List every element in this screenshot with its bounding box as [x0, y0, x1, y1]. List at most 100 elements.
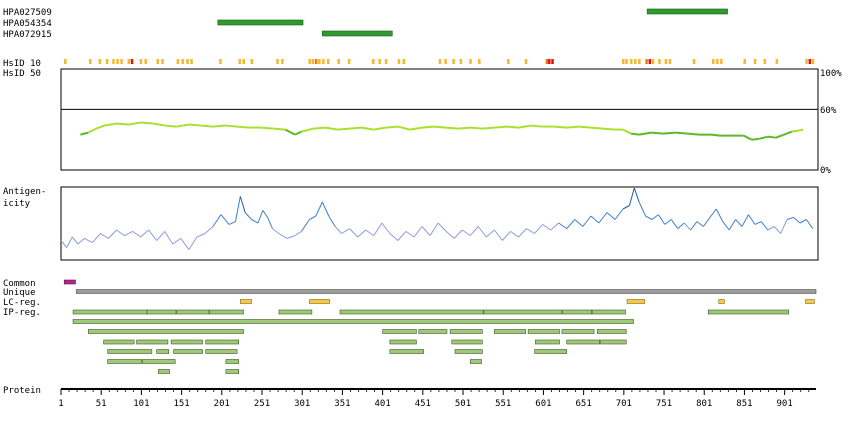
ip-region [527, 329, 560, 334]
ip-region [534, 349, 568, 354]
hsid50-segment [711, 133, 720, 137]
common-region [63, 279, 76, 285]
hsid50-segment [518, 124, 531, 129]
antigenicity-segment [598, 212, 608, 224]
lc-region [309, 299, 330, 304]
antigenicity-segment [188, 236, 198, 250]
hsid10-mark [98, 59, 102, 64]
ip-region [107, 349, 153, 354]
hsid50-segment [775, 133, 785, 139]
x-tick-label: 551 [495, 399, 511, 409]
lc-region [718, 299, 725, 304]
hsid10-mark [668, 59, 672, 64]
ip-region [389, 339, 417, 345]
hsid10-mark [630, 59, 633, 64]
hsid10-mark [634, 59, 637, 64]
protein-label: Protein [3, 386, 41, 396]
x-tick-label: 401 [374, 399, 390, 409]
hsid10-mark [112, 59, 115, 64]
ip-region [136, 339, 169, 345]
ip-region [596, 329, 627, 334]
hsid10-mark [397, 59, 401, 64]
hsid10-mark [638, 59, 641, 64]
antigenicity-segment [365, 229, 375, 237]
ip-region [156, 349, 170, 354]
ip-region [451, 339, 483, 345]
antibody-bar [646, 8, 728, 15]
antigenicity-segment [172, 237, 182, 245]
hsid10-mark [622, 59, 625, 64]
protein-axis: Protein 1 51 101 151 201 251 301 351 401 451 501 55… [3, 386, 816, 409]
hsid10-mark [326, 59, 330, 64]
hsid50-segment [759, 135, 769, 140]
antigenicity-panel: Antigen- icity [3, 186, 819, 261]
hsid50-segment [494, 125, 507, 129]
antigenicity-segment [84, 237, 93, 244]
hsid10-mark [116, 59, 119, 64]
antigenicity-segment [108, 229, 117, 239]
identity-tick-60: 60% [820, 106, 837, 116]
hsid10-mark [322, 59, 325, 64]
ip-region [225, 359, 239, 364]
x-tick-label: 51 [96, 399, 107, 409]
hsid10-mark [811, 59, 815, 64]
antigenicity-segment [696, 221, 704, 227]
hsid50-segment [506, 125, 519, 129]
hsid10-mark [524, 59, 528, 64]
ip-region [146, 309, 177, 315]
hsid10-mark [144, 59, 147, 64]
antigenicity-segment [582, 215, 592, 227]
antigenicity-segment [748, 214, 756, 225]
hsid10-mark [337, 59, 340, 64]
ip-region [566, 339, 601, 345]
hsid10-mark [712, 59, 715, 64]
hsid10-mark [651, 59, 655, 64]
hsid50-segment [421, 125, 435, 129]
antigenicity-segment [239, 196, 246, 213]
x-tick-label: 851 [736, 399, 752, 409]
antigenicity-segment [267, 217, 273, 229]
ip-region [454, 349, 483, 354]
hsid50-segment [798, 128, 804, 132]
hsid10-mark [186, 59, 189, 64]
hsid50-segment [602, 127, 616, 131]
antigenicity-segment [606, 212, 616, 220]
hsid10-mark [808, 59, 812, 64]
x-tick-label: 351 [334, 399, 350, 409]
antigenicity-segment [300, 219, 310, 232]
antigenicity-segment [397, 231, 407, 241]
hsid10-mark [130, 59, 134, 64]
antigenicity-segment [140, 229, 149, 238]
hsid10-mark [775, 59, 779, 64]
hsid50-segment [325, 126, 338, 131]
hsid50-segment [630, 132, 640, 136]
antigenicity-segment [124, 230, 133, 237]
ip-region [278, 309, 313, 315]
hsid50-segment [349, 126, 362, 130]
hsid50-segment [284, 128, 296, 136]
antigenicity-segment [633, 187, 640, 203]
antigenicity-segment [71, 236, 79, 245]
antigenicity-segment [77, 238, 85, 245]
hsid10-mark [469, 59, 472, 64]
hsid10-mark [311, 59, 315, 64]
hsid50-segment [164, 124, 177, 128]
hsid50-segment [87, 127, 97, 134]
antigenicity-segment [132, 230, 141, 238]
antigenicity-segment [493, 229, 503, 241]
x-tick-label: 651 [575, 399, 591, 409]
antigenicity-segment [542, 223, 551, 231]
antigenicity-segment [244, 212, 252, 220]
hsid50-segment [783, 130, 793, 136]
ip-region [535, 339, 560, 345]
hsid50-segment [96, 124, 105, 130]
hsid50-panel: HsID 50 100% 60% 0% [3, 68, 842, 176]
antigenicity-segment [510, 230, 519, 238]
antigenicity-segment [228, 221, 236, 225]
antigenicity-segment [683, 222, 691, 231]
antigenicity-segment [334, 226, 342, 234]
ip-region [389, 349, 424, 354]
hsid50-segment [554, 125, 567, 129]
